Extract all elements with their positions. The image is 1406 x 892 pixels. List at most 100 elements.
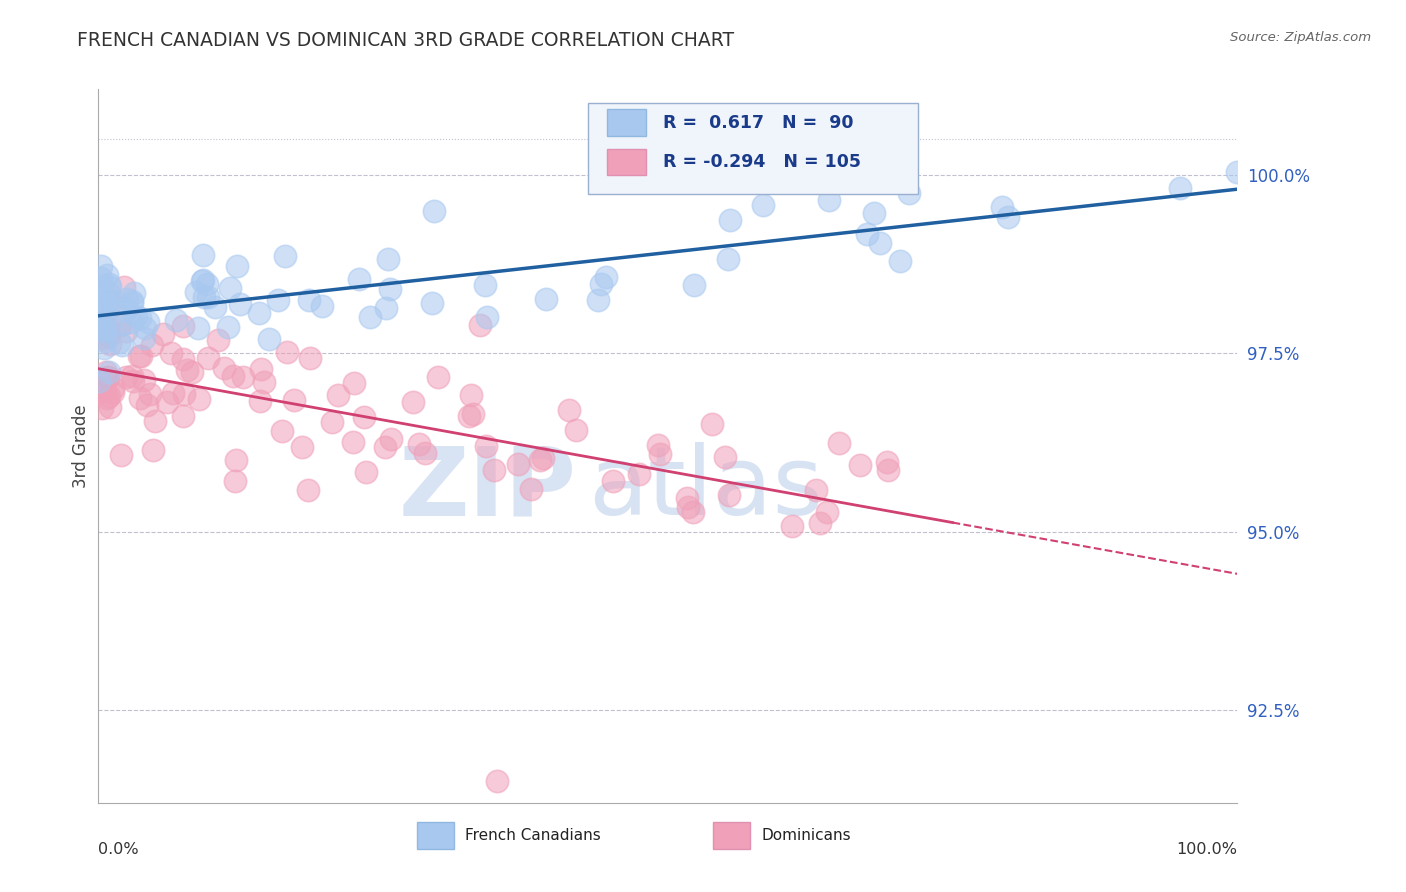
Point — [94, 382, 117, 396]
Point — [112, 280, 135, 294]
Text: Source: ZipAtlas.com: Source: ZipAtlas.com — [1230, 31, 1371, 45]
Point — [97, 318, 120, 333]
Point — [132, 331, 155, 345]
Point — [602, 474, 624, 488]
Point — [141, 338, 163, 352]
Point — [274, 249, 297, 263]
Point — [97, 277, 120, 291]
Point — [460, 388, 482, 402]
Point — [413, 446, 436, 460]
Text: Dominicans: Dominicans — [761, 828, 851, 843]
Point — [160, 346, 183, 360]
Point — [876, 455, 898, 469]
Point — [152, 326, 174, 341]
Point — [90, 259, 112, 273]
Point — [991, 200, 1014, 214]
Point — [125, 310, 148, 324]
Point — [187, 392, 209, 406]
Point — [112, 318, 135, 332]
Point — [129, 311, 152, 326]
Point — [93, 297, 115, 311]
Point — [93, 309, 115, 323]
Point — [815, 506, 838, 520]
Point — [98, 389, 121, 403]
Point — [863, 206, 886, 220]
Point — [122, 374, 145, 388]
Point — [557, 402, 579, 417]
Point — [98, 337, 121, 351]
Point — [356, 465, 378, 479]
Point — [93, 316, 115, 330]
Point — [343, 376, 366, 390]
Point — [682, 505, 704, 519]
Point — [89, 301, 111, 316]
Point — [869, 235, 891, 250]
Point — [311, 299, 333, 313]
FancyBboxPatch shape — [607, 149, 647, 176]
Point — [877, 463, 900, 477]
Point — [298, 293, 321, 307]
Point — [91, 318, 114, 332]
Point — [145, 414, 167, 428]
Point — [115, 302, 138, 317]
Point — [676, 500, 699, 515]
Point — [100, 295, 122, 310]
Point — [90, 401, 112, 416]
Point — [1226, 165, 1249, 179]
Point — [93, 341, 115, 355]
Point — [191, 275, 214, 289]
Point — [898, 186, 921, 201]
Point — [98, 400, 121, 414]
Y-axis label: 3rd Grade: 3rd Grade — [72, 404, 90, 488]
Point — [96, 370, 118, 384]
Point — [229, 296, 252, 310]
Point — [486, 774, 509, 789]
Point — [714, 450, 737, 464]
Point — [458, 409, 481, 423]
Point — [90, 270, 112, 285]
Point — [782, 519, 804, 533]
Point — [259, 332, 281, 346]
Text: R = -0.294   N = 105: R = -0.294 N = 105 — [664, 153, 862, 171]
Point — [197, 351, 219, 365]
Point — [461, 407, 484, 421]
Point — [267, 293, 290, 308]
Point — [204, 300, 226, 314]
Point — [96, 268, 118, 282]
Point — [224, 475, 246, 489]
Point — [408, 436, 430, 450]
Point — [856, 227, 879, 242]
Point — [97, 370, 120, 384]
Point — [342, 434, 364, 449]
Point — [134, 321, 156, 335]
Point — [122, 285, 145, 300]
Point — [249, 394, 271, 409]
Point — [186, 321, 208, 335]
Point — [380, 432, 402, 446]
Point — [93, 331, 115, 345]
Point — [165, 313, 187, 327]
Point — [889, 254, 911, 268]
Text: R =  0.617   N =  90: R = 0.617 N = 90 — [664, 113, 853, 132]
Point — [132, 373, 155, 387]
Point — [97, 294, 120, 309]
Point — [225, 453, 247, 467]
Point — [94, 365, 117, 379]
Point — [700, 417, 723, 431]
Point — [529, 453, 551, 467]
Point — [328, 388, 350, 402]
Point — [93, 291, 115, 305]
Point — [226, 259, 249, 273]
Point — [482, 463, 505, 477]
Point — [531, 450, 554, 465]
Point — [627, 467, 650, 481]
Point — [115, 369, 138, 384]
Point — [87, 293, 110, 307]
Point — [675, 491, 697, 505]
Point — [91, 320, 114, 334]
Point — [997, 210, 1019, 224]
Point — [212, 360, 235, 375]
Point — [718, 213, 741, 227]
Point — [849, 458, 872, 472]
Text: 0.0%: 0.0% — [98, 842, 139, 857]
